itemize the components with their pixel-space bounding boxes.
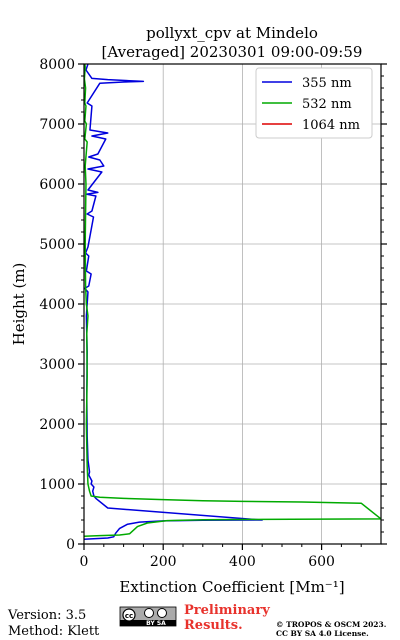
legend: 355 nm 532 nm 1064 nm <box>255 67 373 139</box>
y-tick-label: 6000 <box>39 177 75 193</box>
x-axis-label: Extinction Coefficient [Mm⁻¹] <box>119 578 344 596</box>
y-tick-label: 0 <box>66 537 75 553</box>
cc-license-badge: cc BY SA <box>119 606 177 627</box>
svg-text:cc: cc <box>125 612 133 620</box>
legend-box <box>255 67 373 139</box>
cc-logo-icon <box>122 608 136 622</box>
method-text: Method: Klett <box>8 624 100 639</box>
x-tick-label: 400 <box>229 554 256 570</box>
x-tick-label: 200 <box>150 554 177 570</box>
copyright-line1: © TROPOS & OSCM 2023. <box>276 620 386 629</box>
y-tick-label: 7000 <box>39 117 75 133</box>
y-tick-label: 4000 <box>39 297 75 313</box>
series-line-532-nm <box>84 64 381 537</box>
cc-sa-icon <box>157 608 167 618</box>
preliminary-label-line1: Preliminary <box>184 603 270 618</box>
chart-title-line1: pollyxt_cpv at Mindelo <box>146 24 318 42</box>
y-tick-label: 2000 <box>39 417 75 433</box>
chart-title-line2: [Averaged] 20230301 09:00-09:59 <box>102 43 363 61</box>
legend-label: 532 nm <box>302 97 352 112</box>
y-tick-label: 3000 <box>39 357 75 373</box>
series-group <box>84 64 381 540</box>
legend-label: 1064 nm <box>302 118 360 133</box>
y-axis-label: Height (m) <box>10 263 28 346</box>
preliminary-label-line2: Results. <box>184 618 243 633</box>
y-tick-label: 5000 <box>39 237 75 253</box>
copyright-line2: CC BY SA 4.0 License. <box>276 629 369 638</box>
cc-badge-text: BY SA <box>146 620 166 627</box>
y-tick-label: 1000 <box>39 477 75 493</box>
series-line-355-nm <box>84 64 263 540</box>
y-tick-label: 8000 <box>39 57 75 73</box>
x-tick-label: 0 <box>80 554 89 570</box>
legend-label: 355 nm <box>302 76 352 91</box>
axis-ticks: 0 1000 2000 3000 4000 5000 6000 7000 8000 0 200 400… <box>39 57 387 570</box>
cc-by-icon <box>144 608 154 618</box>
x-tick-label: 600 <box>308 554 335 570</box>
version-text: Version: 3.5 <box>7 608 86 623</box>
